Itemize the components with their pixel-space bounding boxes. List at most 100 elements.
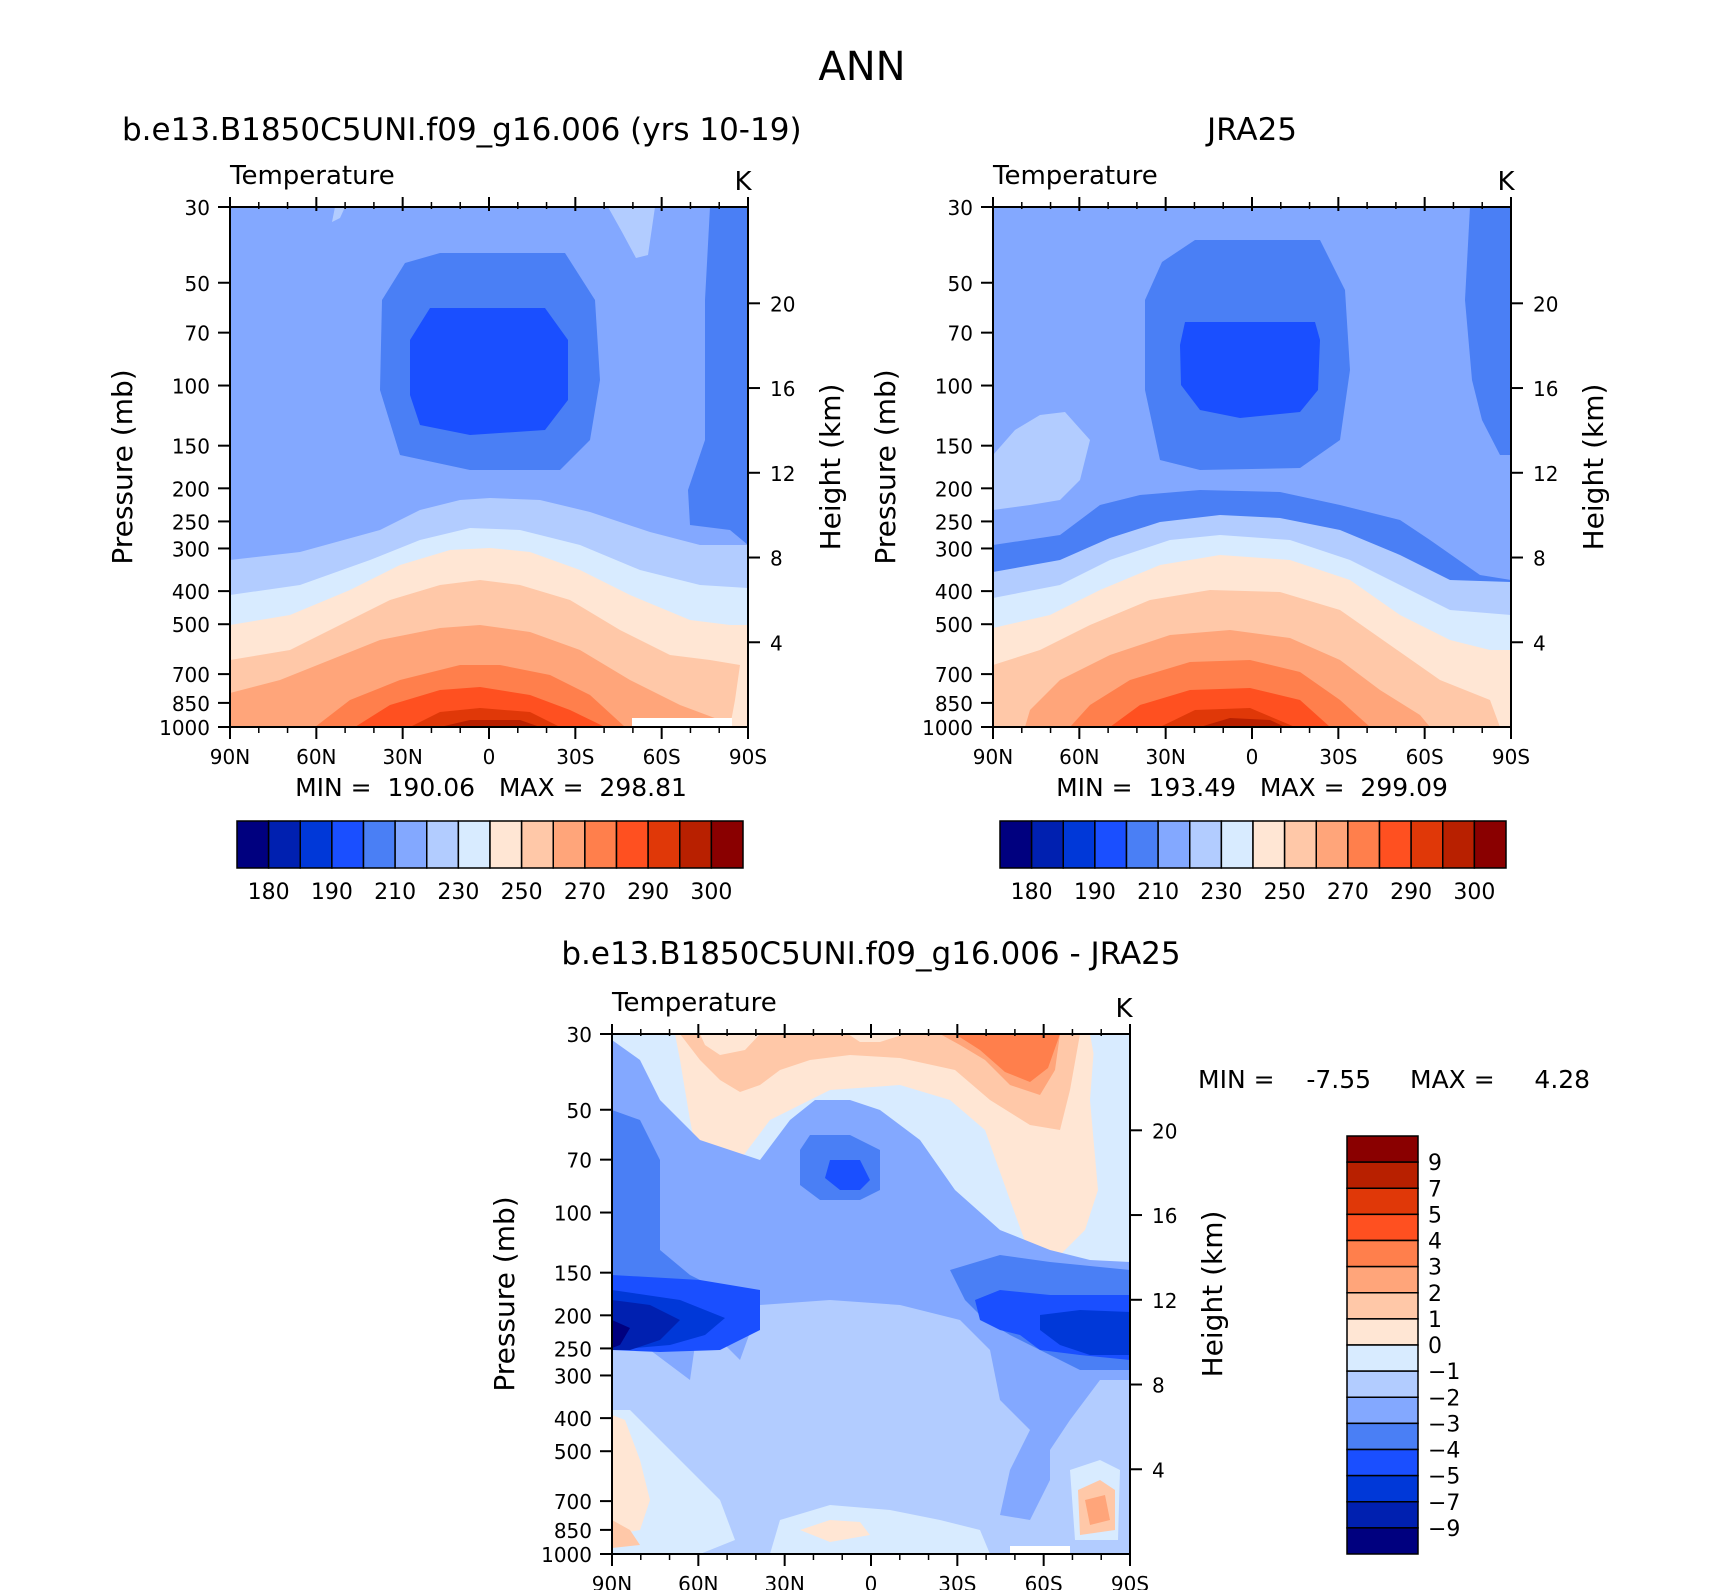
pressure-tick-label: 50 bbox=[567, 1099, 592, 1123]
stats-max-label: MAX = 4.28 bbox=[1410, 1065, 1590, 1094]
panel-difference: b.e13.B1850C5UNI.f09_g16.006 - JRA25 Tem… bbox=[488, 936, 1590, 1590]
contour-band bbox=[1180, 322, 1320, 418]
missing-data-region bbox=[632, 718, 732, 727]
lat-tick-label: 60S bbox=[1406, 745, 1444, 769]
pressure-tick-label: 400 bbox=[935, 580, 973, 604]
panel-units-label: K bbox=[1497, 167, 1515, 197]
colorbar-label: 3 bbox=[1428, 1256, 1442, 1281]
colorbar-box bbox=[1346, 1161, 1419, 1189]
contour-band bbox=[1200, 718, 1285, 727]
pressure-tick-label: 700 bbox=[172, 663, 210, 687]
lat-tick-label: 30N bbox=[382, 745, 422, 769]
contour-band bbox=[1465, 207, 1511, 455]
colorbar-box bbox=[1283, 820, 1317, 869]
contour-band bbox=[825, 1160, 870, 1190]
colorbar-box bbox=[1346, 1239, 1419, 1268]
pressure-tick-label: 30 bbox=[567, 1023, 592, 1047]
colorbar-box bbox=[394, 820, 428, 869]
colorbar-label: 290 bbox=[1390, 880, 1432, 905]
colorbar-box bbox=[1346, 1448, 1419, 1477]
colorbar-label: 180 bbox=[248, 880, 290, 905]
pressure-tick-label: 50 bbox=[948, 272, 973, 296]
colorbar-label: 1 bbox=[1428, 1308, 1442, 1333]
contour-band bbox=[612, 1040, 1130, 1520]
colorbar-box bbox=[1346, 1213, 1419, 1242]
colorbar-label: 290 bbox=[627, 880, 669, 905]
contour-band bbox=[1040, 1310, 1130, 1355]
colorbar-box bbox=[1346, 1370, 1419, 1398]
colorbar-label: 300 bbox=[1453, 880, 1495, 905]
contour-band bbox=[800, 1520, 870, 1542]
lat-tick-label: 30N bbox=[764, 1572, 804, 1590]
colorbar-label: 300 bbox=[690, 880, 732, 905]
lat-tick-label: 90N bbox=[592, 1572, 632, 1590]
pressure-tick-label: 250 bbox=[554, 1337, 592, 1361]
colorbar-box bbox=[1442, 820, 1476, 869]
pressure-tick-label: 850 bbox=[172, 692, 210, 716]
pressure-tick-label: 700 bbox=[935, 663, 973, 687]
colorbar-box bbox=[1346, 1527, 1419, 1555]
contour-band bbox=[612, 1300, 680, 1350]
colorbar-label: 190 bbox=[1074, 880, 1116, 905]
contour-field bbox=[993, 207, 1511, 727]
lat-tick-label: 90S bbox=[1492, 745, 1530, 769]
height-tick-label: 4 bbox=[1152, 1458, 1165, 1482]
colorbar-label: −9 bbox=[1428, 1517, 1460, 1542]
height-tick-label: 12 bbox=[1533, 462, 1558, 486]
contour-field bbox=[612, 1034, 1130, 1554]
lat-tick-label: 30S bbox=[938, 1572, 976, 1590]
colorbar-box bbox=[1094, 820, 1128, 869]
figure-title: ANN bbox=[818, 44, 905, 90]
pressure-tick-label: 150 bbox=[554, 1262, 592, 1286]
pressure-tick-label: 300 bbox=[172, 537, 210, 561]
colorbar-box bbox=[1410, 820, 1444, 869]
pressure-tick-label: 500 bbox=[554, 1440, 592, 1464]
contour-band bbox=[688, 207, 748, 545]
contour-band bbox=[355, 687, 605, 727]
colorbar: 180 190 210 230 250 270 290 300 bbox=[236, 820, 744, 905]
panel-variable-label: Temperature bbox=[992, 161, 1158, 191]
contour-field bbox=[230, 207, 748, 727]
lat-tick-label: 90N bbox=[973, 745, 1013, 769]
colorbar-box bbox=[299, 820, 333, 869]
y2-axis-label: Height (km) bbox=[1196, 1211, 1229, 1378]
colorbar-label: 4 bbox=[1428, 1230, 1442, 1255]
height-tick-label: 16 bbox=[1533, 377, 1558, 401]
y-axis-label: Pressure (mb) bbox=[488, 1196, 521, 1391]
colorbar-label: 7 bbox=[1428, 1177, 1442, 1202]
colorbar-label: 250 bbox=[501, 880, 543, 905]
pressure-tick-label: 300 bbox=[554, 1364, 592, 1388]
pressure-tick-label: 300 bbox=[935, 537, 973, 561]
colorbar-box bbox=[331, 820, 365, 869]
pressure-tick-label: 850 bbox=[554, 1519, 592, 1543]
height-tick-label: 16 bbox=[770, 377, 795, 401]
colorbar-box bbox=[1346, 1292, 1419, 1320]
pressure-tick-label: 100 bbox=[935, 375, 973, 399]
colorbar-label: 2 bbox=[1428, 1282, 1442, 1307]
colorbar-box bbox=[1125, 820, 1159, 869]
panel-variable-label: Temperature bbox=[611, 988, 777, 1018]
colorbar-box bbox=[520, 820, 554, 869]
colorbar-box bbox=[1189, 820, 1223, 869]
height-tick-label: 12 bbox=[770, 462, 795, 486]
pressure-tick-label: 850 bbox=[935, 692, 973, 716]
colorbar-box bbox=[1252, 820, 1286, 869]
pressure-tick-label: 700 bbox=[554, 1490, 592, 1514]
contour-band bbox=[848, 1034, 905, 1042]
panel-title: b.e13.B1850C5UNI.f09_g16.006 (yrs 10-19) bbox=[122, 112, 802, 148]
y2-axis-label: Height (km) bbox=[814, 384, 847, 551]
colorbar-label: −7 bbox=[1428, 1491, 1460, 1516]
height-tick-label: 8 bbox=[1152, 1374, 1165, 1398]
contour-band bbox=[993, 412, 1090, 510]
colorbar-box bbox=[1346, 1422, 1419, 1451]
colorbar-box bbox=[615, 820, 649, 869]
colorbar-box bbox=[1346, 1265, 1419, 1294]
pressure-tick-label: 30 bbox=[948, 196, 973, 220]
lat-tick-label: 60N bbox=[1059, 745, 1099, 769]
lat-tick-label: 60S bbox=[643, 745, 681, 769]
colorbar-label: 9 bbox=[1428, 1151, 1442, 1176]
pressure-tick-label: 500 bbox=[935, 613, 973, 637]
pressure-tick-label: 200 bbox=[935, 477, 973, 501]
height-tick-label: 4 bbox=[770, 631, 783, 655]
